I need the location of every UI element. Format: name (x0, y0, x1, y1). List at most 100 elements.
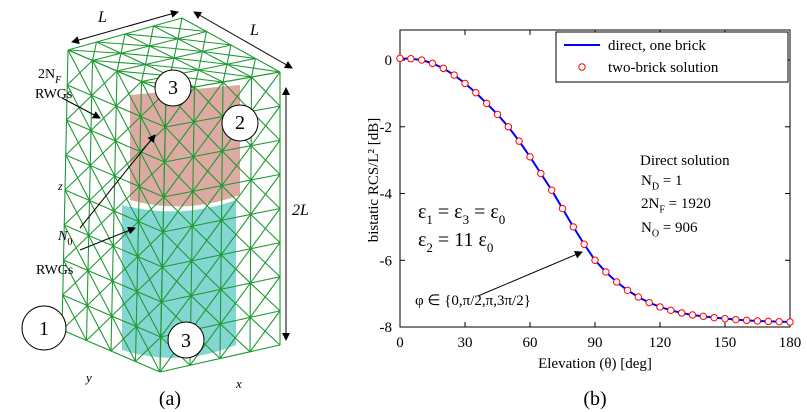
annotation: φ ∈ {0,π/2,π,3π/2} (415, 293, 531, 309)
data-point (613, 279, 619, 285)
mesh-edge (90, 141, 115, 166)
y-tick-label: -2 (380, 120, 393, 136)
y-axis-label: bistatic RCS/L² [dB] (366, 118, 382, 243)
label-subscript: 0 (67, 237, 72, 248)
annotation-part: = 906 (659, 220, 698, 236)
data-point (678, 310, 684, 316)
region-label: 2 (235, 112, 245, 134)
x-tick-label: 120 (649, 335, 672, 351)
data-point (635, 294, 641, 300)
annotation-part: 2N (641, 196, 660, 212)
data-point (494, 111, 500, 117)
annotation-part: φ ∈ {0,π/2,π,3π/2} (415, 293, 531, 309)
annotation-part: = 11 ε (433, 229, 487, 251)
data-point (776, 318, 782, 324)
data-point (516, 138, 522, 144)
dimension-label: L (249, 22, 259, 39)
x-tick-label: 60 (523, 335, 538, 351)
mesh-edge (251, 174, 280, 214)
mesh-edge (92, 71, 117, 96)
label-part: N (57, 229, 68, 244)
panel-label: (b) (583, 388, 606, 410)
data-point (462, 80, 468, 86)
annotation-part: = 1 (659, 173, 682, 189)
y-tick-label: -4 (380, 187, 393, 203)
annotation-part: Direct solution (640, 153, 730, 169)
y-tick-label: -8 (380, 320, 393, 336)
data-point (657, 304, 663, 310)
data-point (538, 170, 544, 176)
axis-label: y (84, 370, 92, 385)
data-point (743, 317, 749, 323)
data-point (733, 316, 739, 322)
mesh-edge (87, 316, 112, 341)
data-point (548, 187, 554, 193)
label-subscript: F (54, 75, 62, 86)
annotation: NO = 906 (641, 220, 698, 240)
annotation-part: N (641, 173, 652, 189)
annotation: ε1 = ε3 = ε0 (418, 201, 505, 227)
data-point (408, 55, 414, 61)
x-tick-label: 150 (714, 335, 737, 351)
faces-label: 2NF (38, 67, 62, 86)
data-point (581, 241, 587, 247)
data-point (722, 315, 728, 321)
annotation-arrow (478, 252, 582, 296)
annotation: Direct solution (640, 153, 730, 169)
data-point (397, 55, 403, 61)
mesh-edge (250, 243, 280, 283)
region-label: 1 (39, 318, 49, 340)
mesh-edge (90, 176, 115, 201)
x-tick-label: 90 (588, 335, 603, 351)
interface-unit: RWGs (36, 263, 73, 278)
y-tick-label: -6 (380, 253, 393, 269)
region-label: 3 (181, 330, 191, 352)
dimension-arrow (194, 12, 292, 68)
mesh-edge (89, 211, 114, 236)
annotation: ND = 1 (641, 173, 683, 193)
dimension-label: 2L (292, 202, 309, 219)
legend-swatch (579, 64, 585, 70)
data-point (624, 287, 630, 293)
data-point (592, 257, 598, 263)
mesh-edge (251, 140, 280, 180)
data-point (451, 72, 457, 78)
annotation-subscript: D (652, 182, 659, 193)
data-point (559, 205, 565, 211)
label-part: 2N (38, 67, 55, 82)
mesh-diagram: 3 2 3 1 L L 2L 2NF RWGs N0 RWGs z y x (a… (22, 9, 309, 410)
data-line (400, 58, 790, 322)
mesh-edge (66, 131, 91, 156)
data-point (646, 299, 652, 305)
mesh-edge (88, 246, 113, 271)
x-axis-label: Elevation (θ) [deg] (538, 356, 652, 372)
chart: (b) Elevation (θ) [deg] bistatic RCS/L² … (366, 30, 801, 410)
data-point (787, 319, 793, 325)
annotation-part: = ε (433, 201, 463, 223)
data-point (505, 124, 511, 130)
panel-label: (a) (159, 388, 181, 410)
annotation: ε2 = 11 ε0 (418, 229, 493, 255)
data-point (429, 60, 435, 66)
annotation-part: = 1920 (665, 196, 711, 212)
annotation-part: = ε (469, 201, 499, 223)
data-point (668, 307, 674, 313)
mesh-edge (87, 281, 112, 306)
data-point (700, 313, 706, 319)
mesh-edge (251, 72, 280, 111)
data-point (440, 65, 446, 71)
x-tick-label: 30 (458, 335, 473, 351)
axis-label: x (235, 376, 242, 391)
data-point (603, 269, 609, 275)
mesh-edge (65, 166, 90, 191)
figure: 3 2 3 1 L L 2L 2NF RWGs N0 RWGs z y x (a… (0, 0, 807, 412)
data-point (473, 90, 479, 96)
interface-label: N0 (57, 229, 72, 248)
annotation: 2NF = 1920 (641, 196, 711, 216)
x-tick-label: 0 (396, 335, 404, 351)
annotation-part: ε (418, 201, 426, 223)
data-point (711, 314, 717, 320)
region-label: 3 (168, 77, 178, 99)
y-tick-label: 0 (385, 53, 393, 69)
mesh-edge (251, 209, 280, 249)
